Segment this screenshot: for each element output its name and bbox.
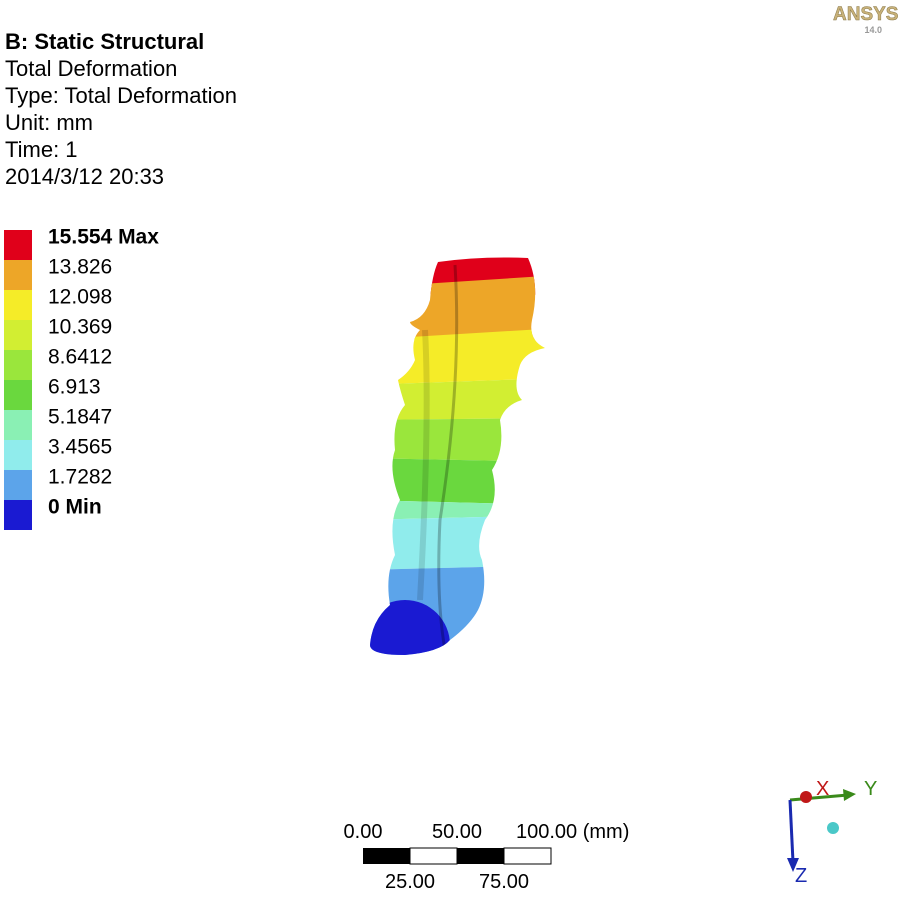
legend-swatch: [4, 470, 32, 500]
legend-swatch: [4, 410, 32, 440]
legend-swatch: [4, 260, 32, 290]
legend-label: 12.098: [48, 286, 112, 309]
axis-triad: [787, 789, 856, 872]
legend-label: 8.6412: [48, 346, 112, 369]
scale-label: 100.00 (mm): [516, 821, 629, 843]
scale-bar: [363, 847, 552, 865]
header-line: Unit: mm: [5, 110, 93, 135]
header-line: Type: Total Deformation: [5, 83, 237, 108]
axis-label: Z: [795, 865, 807, 887]
legend-swatch: [4, 320, 32, 350]
legend-label: 0 Min: [48, 496, 102, 519]
header-line: B: Static Structural: [5, 29, 204, 54]
legend-swatch: [4, 230, 32, 260]
legend-swatch: [4, 380, 32, 410]
scale-label: 75.00: [479, 871, 529, 892]
header-line: 2014/3/12 20:33: [5, 164, 164, 189]
header-line: Total Deformation: [5, 56, 177, 81]
logo: ANSYS: [833, 4, 898, 25]
legend-label: 6.913: [48, 376, 101, 399]
legend-label: 13.826: [48, 256, 112, 279]
axis-label: Y: [864, 778, 877, 800]
scale-label: 25.00: [385, 871, 435, 892]
legend-swatch: [4, 500, 32, 530]
legend-swatch: [4, 350, 32, 380]
legend-label: 3.4565: [48, 436, 112, 459]
scale-label: 50.00: [432, 821, 482, 843]
deformed-body: [370, 257, 545, 655]
legend-swatch: [4, 290, 32, 320]
legend-swatch: [4, 440, 32, 470]
axis-label: X: [816, 778, 829, 800]
legend-label: 10.369: [48, 316, 112, 339]
legend-label: 5.1847: [48, 406, 112, 429]
header-line: Time: 1: [5, 137, 78, 162]
scale-label: 0.00: [344, 821, 383, 843]
legend-label: 15.554 Max: [48, 226, 159, 249]
version: 14.0: [864, 25, 882, 35]
legend-label: 1.7282: [48, 466, 112, 489]
